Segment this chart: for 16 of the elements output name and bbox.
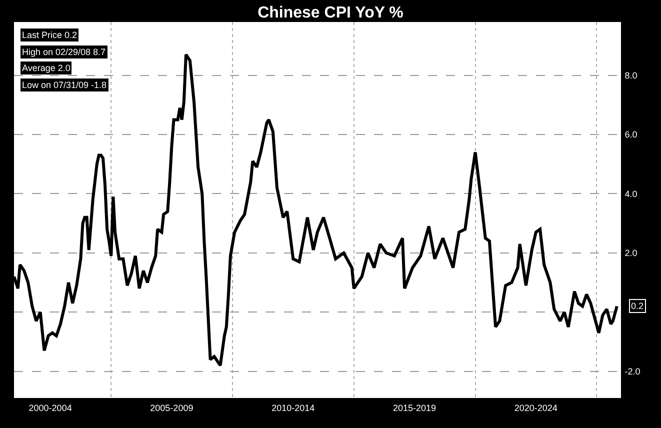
x-tick-label: 2020-2024 bbox=[514, 402, 558, 413]
y-tick-label: 2.0 bbox=[624, 248, 638, 258]
y-tick-label: 6.0 bbox=[624, 130, 638, 140]
annotation: Last Price 0.2 bbox=[22, 30, 78, 40]
x-tick-label: 2015-2019 bbox=[392, 402, 436, 413]
x-tick-label: 2010-2014 bbox=[272, 402, 315, 413]
annotation: Average 2.0 bbox=[22, 63, 70, 73]
annotation: High on 02/29/08 8.7 bbox=[22, 47, 106, 57]
y-tick-label: 4.0 bbox=[624, 188, 638, 199]
y-tick-label: -2.0 bbox=[624, 366, 640, 376]
x-tick-label: 2005-2009 bbox=[150, 402, 194, 413]
y-tick-label: 8.0 bbox=[624, 70, 638, 80]
chart-title: Chinese CPI YoY % bbox=[258, 4, 404, 22]
annotation: 0.2 bbox=[631, 301, 644, 311]
annotation: Low on 07/31/09 -1.8 bbox=[22, 80, 107, 90]
x-tick-label: 2000-2004 bbox=[28, 402, 72, 413]
